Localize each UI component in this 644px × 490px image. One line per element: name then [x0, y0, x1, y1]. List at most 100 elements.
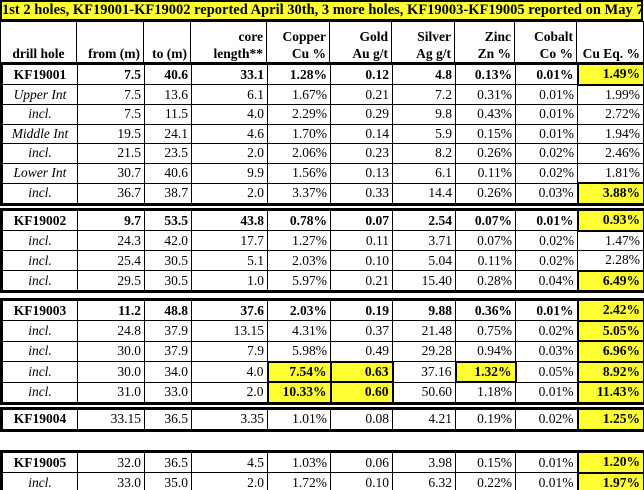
cell-drill-hole: KF19004 — [1, 408, 78, 431]
cell-cu-eq: 8.92% — [576, 360, 644, 383]
cell-cu-eq: 5.05% — [576, 319, 644, 342]
cell-from: 21.5 — [77, 143, 145, 164]
interval-row: incl. 31.0 33.0 2.0 10.33% 0.60 50.60 1.18% 0.01… — [1, 381, 644, 404]
cell-drill-hole: incl. — [1, 340, 78, 362]
cell-to: 35.0 — [144, 472, 192, 490]
cell-gold: 0.21 — [330, 84, 393, 105]
cell-to: 13.6 — [144, 84, 192, 105]
cell-silver: 4.21 — [392, 408, 456, 431]
cell-copper: 1.56% — [267, 162, 331, 184]
cell-cobalt: 0.02% — [515, 162, 578, 184]
cell-from: 11.2 — [77, 299, 145, 321]
header-line: to (m) — [152, 46, 187, 61]
cell-silver: 3.71 — [392, 230, 456, 251]
cell-from: 19.5 — [77, 123, 145, 144]
cell-drill-hole: Lower Int — [1, 162, 78, 184]
cell-from: 36.7 — [77, 182, 145, 205]
interval-row: incl. 30.0 34.0 4.0 7.54% 0.63 37.16 1.32% 0.05%… — [1, 360, 644, 383]
hole-row: KF19003 11.2 48.8 37.6 2.03% 0.19 9.88 0.36% 0.0… — [1, 298, 644, 322]
cell-from: 7.5 — [77, 84, 145, 105]
interval-row: incl. 24.3 42.0 17.7 1.27% 0.11 3.71 0.07% 0.02%… — [1, 230, 644, 251]
cell-to: 30.5 — [144, 250, 192, 271]
cell-core-length: 7.9 — [191, 340, 268, 362]
cell-cobalt: 0.01% — [515, 451, 578, 473]
cell-from: 33.15 — [77, 408, 145, 431]
cell-gold: 0.14 — [330, 123, 393, 144]
cell-copper: 4.31% — [267, 320, 331, 342]
cell-gold: 0.49 — [330, 340, 393, 362]
hole-group: KF19001 7.5 40.6 33.1 1.28% 0.12 4.8 0.13% 0.01%… — [0, 62, 644, 206]
cell-gold: 0.07 — [330, 209, 393, 231]
interval-row: Upper Int 7.5 13.6 6.1 1.67% 0.21 7.2 0.31% 0.01… — [1, 84, 644, 105]
header-silver: Silver Ag g/t — [391, 21, 455, 63]
header-line: Cu Eq. % — [582, 46, 640, 61]
cell-silver: 3.98 — [392, 451, 456, 473]
cell-core-length: 4.0 — [191, 361, 268, 383]
header-line: Gold — [359, 29, 388, 44]
cell-to: 23.5 — [144, 143, 192, 164]
interval-row: incl. 33.0 35.0 2.0 1.72% 0.10 6.32 0.22% 0.01% 1… — [1, 471, 644, 490]
cell-cu-eq: 1.25% — [576, 407, 644, 431]
cell-zinc: 0.19% — [455, 408, 516, 431]
header-line: Zinc — [484, 29, 511, 44]
cell-cu-eq: 1.20% — [576, 450, 644, 474]
cell-cobalt: 0.03% — [515, 182, 578, 205]
cell-to: 34.0 — [144, 361, 192, 383]
cell-drill-hole: Middle Int — [1, 123, 78, 144]
cell-cobalt: 0.03% — [515, 340, 578, 362]
cell-gold: 0.11 — [330, 230, 393, 251]
cell-cu-eq: 1.99% — [577, 84, 644, 105]
cell-zinc: 0.15% — [455, 451, 516, 473]
interval-row: incl. 7.5 11.5 4.0 2.29% 0.29 9.8 0.43% 0.01% 2.7… — [1, 104, 644, 125]
header-row: drill hole from (m) to (m) core length** Co… — [0, 21, 644, 63]
cell-core-length: 4.5 — [191, 451, 268, 473]
cell-cu-eq: 2.42% — [576, 298, 644, 322]
cell-gold: 0.19 — [330, 299, 393, 321]
cell-to: 24.1 — [144, 123, 192, 144]
cell-copper: 1.28% — [267, 63, 331, 85]
cell-cobalt: 0.02% — [515, 143, 578, 164]
cell-cu-eq: 0.93% — [576, 208, 644, 232]
cell-zinc: 0.43% — [455, 104, 516, 125]
cell-silver: 2.54 — [392, 209, 456, 231]
cell-zinc: 1.32% — [454, 360, 517, 383]
header-copper: Copper Cu % — [266, 21, 330, 63]
hole-row: KF19004 33.15 36.5 3.35 1.01% 0.08 4.21 0.19% 0.… — [1, 407, 644, 431]
cell-gold: 0.23 — [330, 143, 393, 164]
cell-cobalt: 0.01% — [515, 381, 578, 404]
cell-drill-hole: incl. — [1, 361, 78, 383]
cell-drill-hole: incl. — [1, 182, 78, 205]
table-title: 1st 2 holes, KF19001-KF19002 reported Ap… — [0, 0, 644, 21]
cell-zinc: 1.18% — [455, 381, 516, 404]
column-header-table: drill hole from (m) to (m) core length** Co… — [0, 21, 644, 63]
interval-row: incl. 29.5 30.5 1.0 5.97% 0.21 15.40 0.28% 0.04%… — [1, 269, 644, 293]
cell-cu-eq: 1.49% — [576, 62, 644, 86]
header-line — [147, 28, 187, 45]
cell-copper: 2.03% — [267, 250, 331, 271]
cell-drill-hole: KF19001 — [1, 63, 78, 85]
cell-from: 29.5 — [77, 270, 145, 292]
cell-gold: 0.08 — [330, 408, 393, 431]
cell-gold: 0.10 — [330, 472, 393, 490]
header-drill-hole: drill hole — [0, 21, 77, 63]
header-line: Zn % — [477, 46, 511, 61]
header-cobalt: Cobalt Co % — [514, 21, 577, 63]
header-line: length** — [213, 46, 263, 61]
cell-gold: 0.12 — [330, 63, 393, 85]
cell-zinc: 0.75% — [455, 320, 516, 342]
cell-drill-hole: Upper Int — [1, 84, 78, 105]
cell-copper: 5.98% — [267, 340, 331, 362]
cell-cu-eq: 6.49% — [576, 269, 644, 293]
cell-to: 36.5 — [144, 451, 192, 473]
cell-cu-eq: 1.81% — [577, 162, 644, 184]
header-from: from (m) — [76, 21, 144, 63]
header-line: Ag g/t — [416, 46, 451, 61]
cell-zinc: 0.28% — [455, 270, 516, 292]
cell-copper: 5.97% — [267, 270, 331, 292]
cell-to: 40.6 — [144, 63, 192, 85]
cell-core-length: 2.0 — [191, 381, 268, 404]
cell-cobalt: 0.02% — [515, 320, 578, 342]
cell-drill-hole: KF19003 — [1, 299, 78, 321]
cell-from: 9.7 — [77, 209, 145, 231]
interval-row: incl. 21.5 23.5 2.0 2.06% 0.23 8.2 0.26% 0.02% 2.… — [1, 143, 644, 164]
